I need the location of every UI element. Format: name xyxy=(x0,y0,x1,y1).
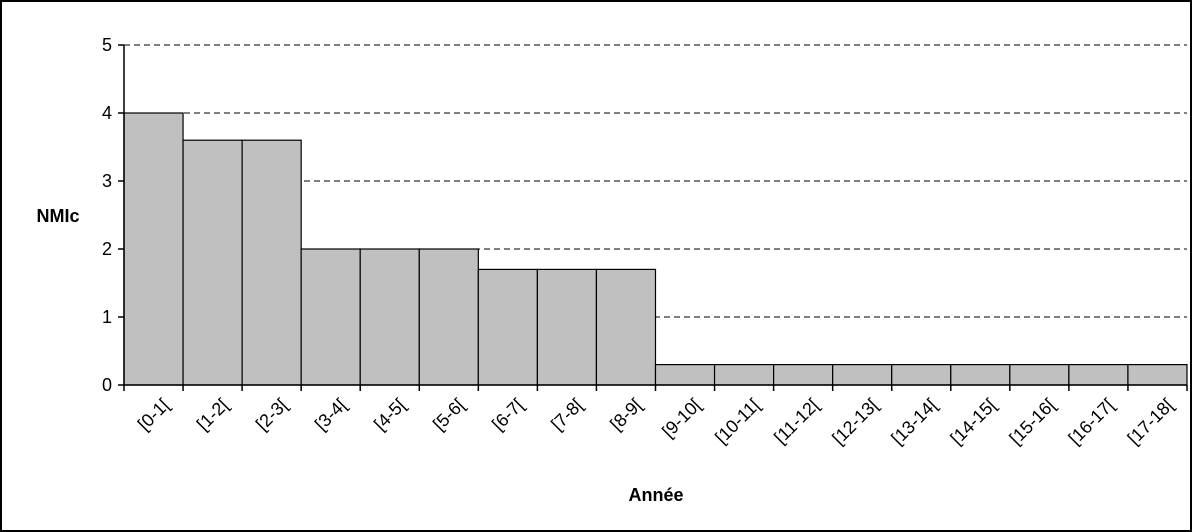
x-axis-title: Année xyxy=(628,485,683,505)
y-tick-label: 0 xyxy=(102,375,112,395)
bar xyxy=(1068,364,1129,386)
bar xyxy=(713,364,775,386)
bar xyxy=(182,139,243,386)
y-tick-label: 4 xyxy=(102,103,112,123)
bar xyxy=(536,268,598,386)
bar xyxy=(300,248,361,386)
y-tick-label: 1 xyxy=(102,307,112,327)
bar xyxy=(891,364,952,386)
bar xyxy=(123,112,184,386)
y-tick-label: 3 xyxy=(102,171,112,191)
bar xyxy=(773,364,834,386)
bar xyxy=(950,364,1011,386)
bar xyxy=(832,364,893,386)
bar xyxy=(418,248,479,386)
bar xyxy=(1009,364,1070,386)
bar xyxy=(1127,364,1188,386)
bar xyxy=(654,364,716,386)
bar xyxy=(477,268,538,386)
y-tick-label: 5 xyxy=(102,35,112,55)
bar xyxy=(595,268,657,386)
y-tick-label: 2 xyxy=(102,239,112,259)
plot-area: 012345[0-1[[1-2[[2-3[[3-4[[4-5[[5-6[[6-7… xyxy=(102,35,1188,449)
bar xyxy=(359,248,420,386)
bar xyxy=(241,139,302,386)
y-axis-title: NMIc xyxy=(36,206,79,226)
